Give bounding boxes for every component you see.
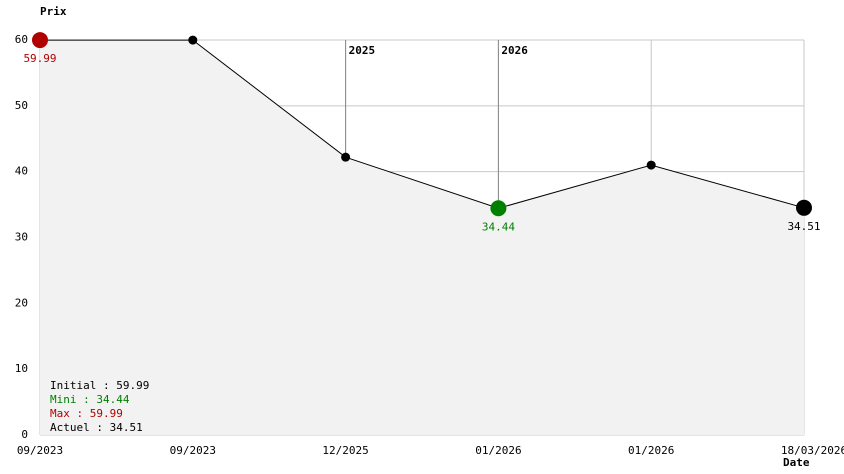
x-axis-title: Date — [783, 456, 810, 469]
value-label: 59.99 — [23, 52, 56, 65]
value-label: 34.44 — [482, 220, 515, 233]
point — [188, 35, 198, 45]
x-tick-label: 01/2026 — [475, 444, 521, 457]
point — [796, 199, 812, 216]
point — [646, 160, 656, 170]
price-line — [40, 39, 805, 209]
y-tick-label: 0 — [21, 428, 28, 441]
y-tick-label: 30 — [15, 231, 28, 244]
year-marker: 2026 — [501, 44, 528, 57]
point — [341, 152, 351, 162]
y-tick-label: 60 — [15, 33, 28, 46]
y-tick-label: 40 — [15, 165, 28, 178]
area — [40, 40, 804, 436]
x-tick-label: 18/03/2026 — [781, 444, 844, 457]
year-marker: 2025 — [349, 44, 376, 57]
y-axis-title: Prix — [40, 5, 67, 18]
stat-entry: Initial : 59.99 — [50, 379, 149, 392]
stat-entry: Max : 59.99 — [50, 407, 123, 420]
point — [32, 32, 48, 49]
x-tick-label: 01/2026 — [628, 444, 674, 457]
y-tick-label: 20 — [15, 296, 28, 309]
x-tick-label: 09/2023 — [17, 444, 63, 457]
x-tick-label: 09/2023 — [170, 444, 216, 457]
stat-entry: Actuel : 34.51 — [50, 421, 143, 434]
x-tick-label: 12/2025 — [322, 444, 368, 457]
value-label: 34.51 — [787, 220, 820, 233]
stat-entry: Mini : 34.44 — [50, 393, 130, 406]
y-tick-label: 50 — [15, 99, 28, 112]
point — [490, 200, 507, 217]
y-tick-label: 10 — [15, 362, 28, 375]
